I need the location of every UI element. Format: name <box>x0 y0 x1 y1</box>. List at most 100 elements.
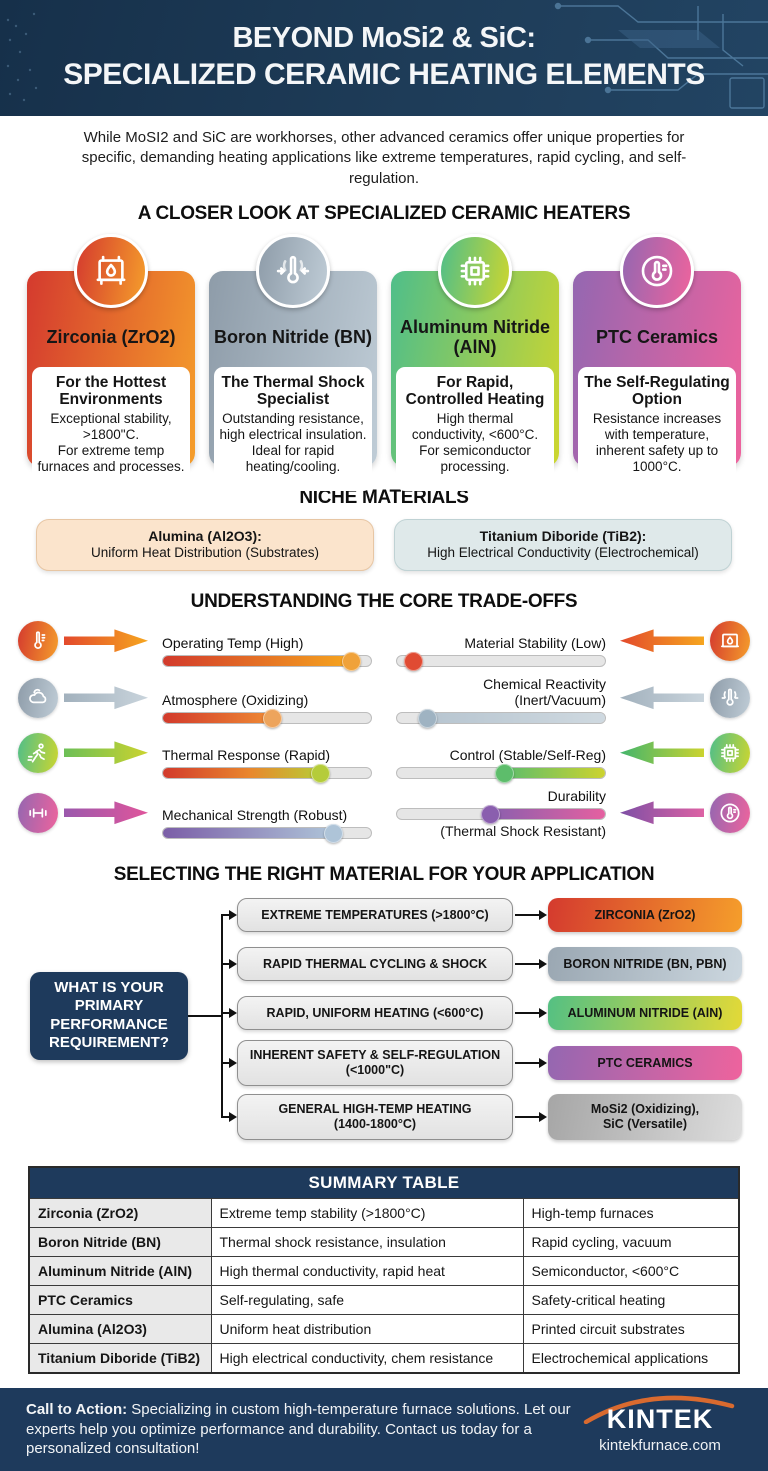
slider-durability <box>396 804 606 824</box>
pill-desc: High Electrical Conductivity (Electroche… <box>427 544 699 560</box>
cell-application: Safety-critical heating <box>522 1284 740 1315</box>
tradeoff-row-atmosphere: Atmosphere (Oxidizing) Chemical Reactivi… <box>18 675 750 728</box>
card-body: For the Hottest Environments Exceptional… <box>32 366 190 491</box>
section-title-niche: NICHE MATERIALS <box>299 486 469 508</box>
website-link[interactable]: kintekfurnace.com <box>599 1437 721 1455</box>
slider-chemical-reactivity <box>396 708 606 728</box>
selection-flowchart: WHAT IS YOUR PRIMARY PERFORMANCE REQUIRE… <box>0 894 768 1156</box>
slider-label: Thermal Response (Rapid) <box>162 746 331 763</box>
dumbbell-icon <box>18 792 58 833</box>
condition-rapid-cycling: RAPID THERMAL CYCLING & SHOCK <box>237 946 513 981</box>
right-arrow-icon <box>64 629 148 653</box>
flowchart-question-box: WHAT IS YOUR PRIMARY PERFORMANCE REQUIRE… <box>30 971 188 1060</box>
result-mosi2-sic: MoSi2 (Oxidizing), SiC (Versatile) <box>548 1093 742 1140</box>
cell-property: Extreme temp stability (>1800°C) <box>210 1197 524 1228</box>
connector-line <box>221 1061 229 1064</box>
card-zirconia: Zirconia (ZrO2) For the Hottest Environm… <box>27 233 195 491</box>
card-title: Zirconia (ZrO2) <box>46 327 176 348</box>
left-arrow-icon <box>620 686 704 710</box>
title-line-2: SPECIALIZED CERAMIC HEATING ELEMENTS <box>63 58 705 91</box>
result-ptc-ceramics: PTC CERAMICS <box>548 1045 742 1080</box>
cell-application: High-temp furnaces <box>522 1197 740 1228</box>
slider-atmosphere <box>162 708 372 728</box>
tradeoff-row-mechanical: Mechanical Strength (Robust) Durability … <box>18 787 750 843</box>
gauge-thermometer-icon <box>620 233 694 308</box>
thermal-shock-icon <box>256 233 330 308</box>
slider-thumb <box>495 763 515 783</box>
slider-thumb <box>323 823 343 843</box>
connector-line <box>221 913 229 916</box>
slider-operating-temp <box>162 651 372 671</box>
tradeoff-row-thermal-response: Thermal Response (Rapid) Control (Stable… <box>18 732 750 783</box>
cell-property: Thermal shock resistance, insulation <box>210 1226 524 1257</box>
condition-inherent-safety: INHERENT SAFETY & SELF-REGULATION (<1000… <box>237 1039 513 1086</box>
card-aluminum-nitride: Aluminum Nitride (AlN) For Rapid, Contro… <box>391 233 559 491</box>
thermometer-dial-icon <box>710 792 750 833</box>
slider-label: Control (Stable/Self-Reg) <box>449 746 606 763</box>
condition-rapid-uniform-heating: RAPID, UNIFORM HEATING (<600°C) <box>237 995 513 1030</box>
header-banner: BEYOND MoSi2 & SiC: SPECIALIZED CERAMIC … <box>0 0 768 116</box>
cell-material: Boron Nitride (BN) <box>28 1226 212 1257</box>
arrowhead-icon <box>229 1007 237 1018</box>
slider-label: Durability <box>547 787 606 804</box>
cell-application: Semiconductor, <600°C <box>522 1255 740 1286</box>
connector-line <box>515 1115 539 1118</box>
left-arrow-icon <box>620 801 704 825</box>
microchip-icon <box>438 233 512 308</box>
cell-property: High thermal conductivity, rapid heat <box>210 1255 524 1286</box>
arrowhead-icon <box>539 909 547 920</box>
card-text: Exceptional stability, >1800"C. For extr… <box>37 411 185 475</box>
runner-icon <box>18 732 58 773</box>
right-arrow-icon <box>64 741 148 765</box>
card-body: The Self-Regulating Option Resistance in… <box>578 366 736 491</box>
tradeoff-row-temperature: Operating Temp (High) Material Stability… <box>18 620 750 671</box>
arrowhead-icon <box>229 909 237 920</box>
cell-application: Printed circuit substrates <box>522 1313 740 1344</box>
pill-titanium-diboride: Titanium Diboride (TiB2): High Electrica… <box>394 518 732 571</box>
circuit-pattern-decoration <box>554 2 768 109</box>
card-text: Outstanding resistance, high electrical … <box>219 411 367 475</box>
connector-line <box>515 1061 539 1064</box>
slider-label: Atmosphere (Oxidizing) <box>162 691 309 708</box>
arrowhead-icon <box>539 958 547 969</box>
cell-property: High electrical conductivity, chem resis… <box>210 1342 524 1374</box>
arrowhead-icon <box>539 1111 547 1122</box>
tradeoffs-panel: Operating Temp (High) Material Stability… <box>0 619 768 854</box>
arrowhead-icon <box>539 1007 547 1018</box>
slider-label: Mechanical Strength (Robust) <box>162 806 348 823</box>
section-title-closer-look: A CLOSER LOOK AT SPECIALIZED CERAMIC HEA… <box>137 202 631 224</box>
card-title: Boron Nitride (BN) <box>214 327 372 348</box>
card-text: Resistance increases with temperature, i… <box>592 411 722 475</box>
arrowhead-icon <box>539 1057 547 1068</box>
call-to-action-text: Call to Action: Specializing in custom h… <box>26 1400 578 1459</box>
slider-thumb <box>311 763 331 783</box>
card-body: For Rapid, Controlled Heating High therm… <box>396 366 554 491</box>
table-row: Boron Nitride (BN) Thermal shock resista… <box>28 1226 740 1257</box>
table-row: Aluminum Nitride (AlN) High thermal cond… <box>28 1255 740 1286</box>
footer-banner: Call to Action: Specializing in custom h… <box>0 1387 768 1471</box>
slider-control <box>396 763 606 783</box>
card-boron-nitride: Boron Nitride (BN) The Thermal Shock Spe… <box>209 233 377 491</box>
result-boron-nitride: BORON NITRIDE (BN, PBN) <box>548 946 742 981</box>
thermal-shock-icon <box>710 677 750 718</box>
card-text: High thermal conductivity, <600°C. For s… <box>411 411 539 475</box>
section-title-tradeoffs: UNDERSTANDING THE CORE TRADE-OFFS <box>190 590 578 612</box>
pill-title: Titanium Diboride (TiB2): <box>479 527 647 544</box>
card-body: The Thermal Shock Specialist Outstanding… <box>214 366 372 491</box>
slider-thumb <box>480 804 500 824</box>
connector-line <box>515 962 539 965</box>
section-title-selecting: SELECTING THE RIGHT MATERIAL FOR YOUR AP… <box>113 863 655 885</box>
arrowhead-icon <box>229 1111 237 1122</box>
slider-label: Material Stability (Low) <box>464 634 606 651</box>
slider-label: Chemical Reactivity (Inert/Vacuum) <box>483 675 606 708</box>
cell-material: Alumina (Al2O3) <box>28 1313 212 1344</box>
cta-label: Call to Action: <box>26 1400 128 1418</box>
connector-trunk-line <box>221 913 223 1118</box>
card-subtitle: For the Hottest Environments <box>55 373 167 409</box>
intro-paragraph: While MoSI2 and SiC are workhorses, othe… <box>81 129 687 187</box>
page-title: BEYOND MoSi2 & SiC: SPECIALIZED CERAMIC … <box>0 0 768 92</box>
cell-property: Self-regulating, safe <box>210 1284 524 1315</box>
card-subtitle: The Thermal Shock Specialist <box>221 373 365 409</box>
right-arrow-icon <box>64 801 148 825</box>
